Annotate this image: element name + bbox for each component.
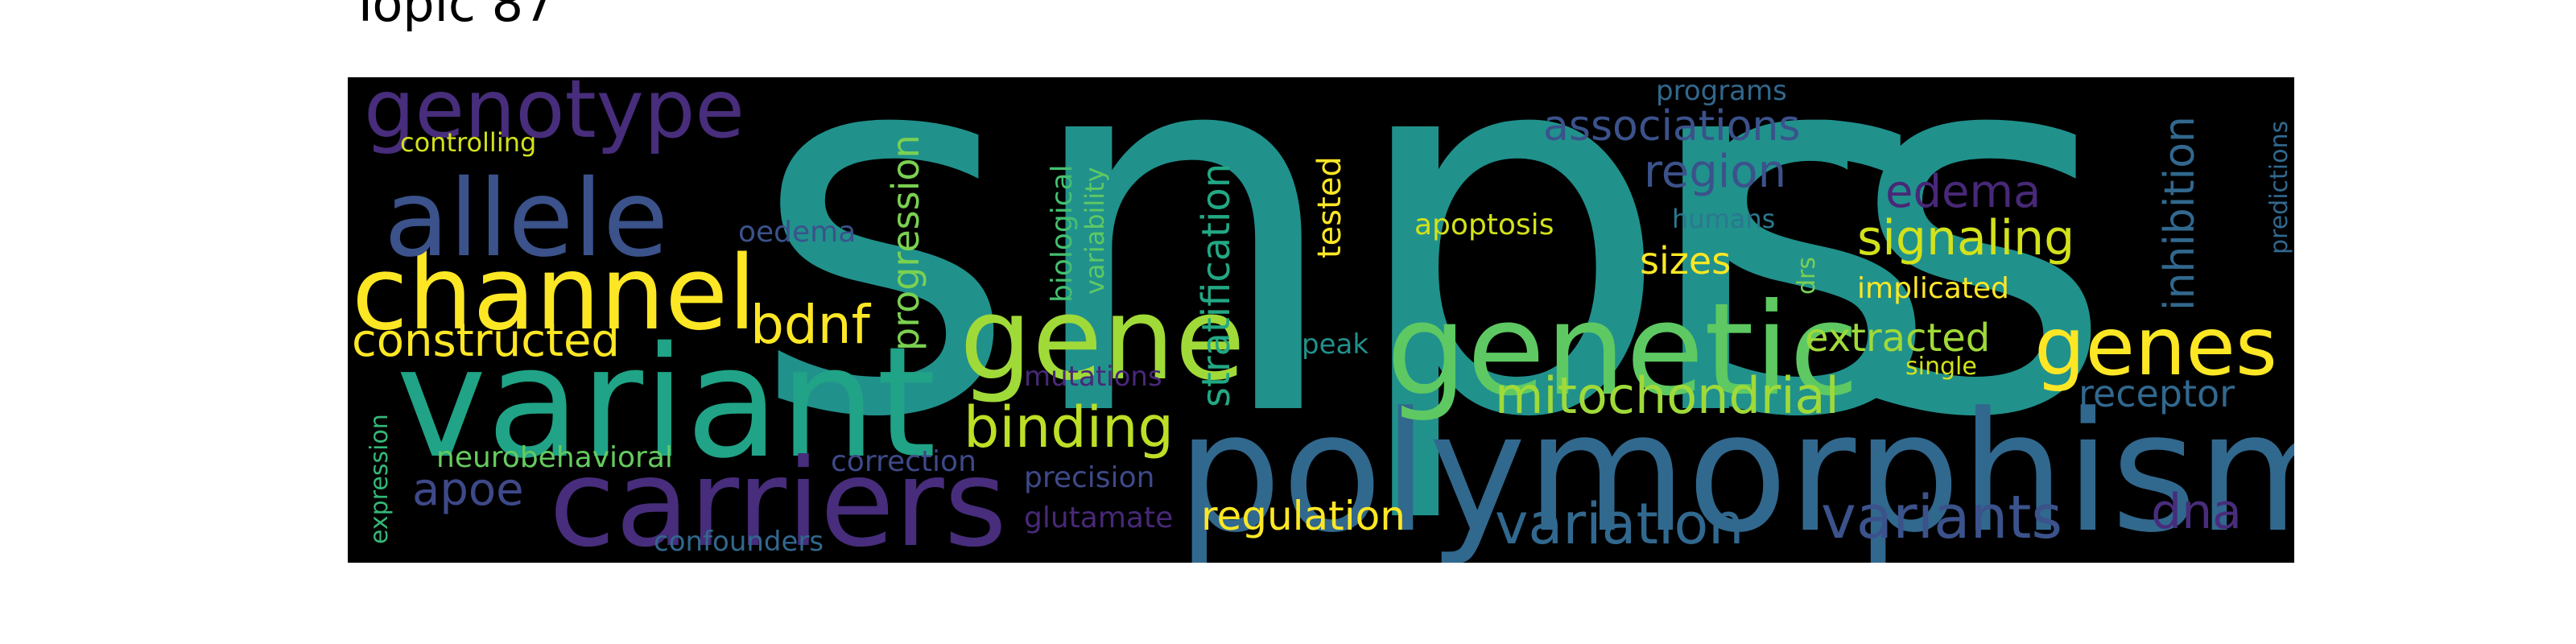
- word-progression: progression: [884, 134, 927, 351]
- word-cloud: snps rs polymorphisms variant carriers g…: [348, 77, 2294, 563]
- word-constructed: constructed: [352, 315, 620, 367]
- word-gene: gene: [960, 273, 1245, 406]
- word-carriers: carriers: [549, 434, 1007, 563]
- word-variability: variability: [1080, 167, 1110, 295]
- word-extracted: extracted: [1805, 316, 1991, 361]
- word-genotype: genotype: [364, 77, 745, 156]
- word-correction: correction: [831, 445, 976, 478]
- word-controlling: controlling: [400, 127, 537, 158]
- word-polymorphisms: polymorphisms: [1177, 378, 2294, 563]
- word-variant: variant: [396, 314, 937, 492]
- word-region: region: [1644, 146, 1787, 198]
- word-allele: allele: [384, 157, 669, 281]
- word-genetic: genetic: [1386, 276, 1860, 424]
- word-programs: programs: [1656, 77, 1787, 107]
- word-implicated: implicated: [1857, 272, 2009, 305]
- word-expression: expression: [365, 414, 394, 544]
- word-peak: peak: [1302, 328, 1369, 361]
- word-predictions: predictions: [2265, 120, 2293, 254]
- word-inhibition: inhibition: [2156, 116, 2204, 311]
- word-single: single: [1905, 353, 1977, 381]
- word-tested: tested: [1311, 156, 1348, 258]
- word-apoptosis: apoptosis: [1414, 208, 1554, 242]
- word-genes: genes: [2034, 299, 2278, 394]
- word-sizes: sizes: [1640, 239, 1732, 283]
- word-apoe: apoe: [412, 464, 524, 516]
- word-drs: drs: [1793, 256, 1821, 295]
- word-edema: edema: [1885, 166, 2041, 218]
- word-variation: variation: [1495, 491, 1744, 557]
- word-humans: humans: [1672, 204, 1776, 234]
- word-mutations: mutations: [1024, 361, 1162, 393]
- word-variants: variants: [1821, 483, 2062, 552]
- word-mitochondrial: mitochondrial: [1495, 366, 1839, 425]
- page-title: Topic 87: [350, 0, 555, 33]
- word-biological: biological: [1046, 164, 1079, 303]
- word-glutamate: glutamate: [1024, 502, 1174, 535]
- word-binding: binding: [964, 394, 1174, 460]
- word-oedema: oedema: [738, 216, 857, 249]
- word-precision: precision: [1024, 461, 1155, 494]
- word-associations: associations: [1543, 102, 1801, 151]
- word-receptor: receptor: [2079, 372, 2235, 415]
- word-snps: snps: [750, 77, 1941, 530]
- word-regulation: regulation: [1201, 493, 1406, 539]
- word-stratification: stratification: [1194, 163, 1239, 407]
- word-bdnf: bdnf: [750, 294, 870, 356]
- word-signaling: signaling: [1857, 210, 2075, 266]
- word-rs: rs: [1636, 77, 2116, 530]
- word-confounders: confounders: [654, 526, 824, 558]
- word-neurobehavioral: neurobehavioral: [436, 441, 673, 474]
- word-channel: channel: [352, 233, 757, 353]
- word-dna: dna: [2151, 484, 2242, 540]
